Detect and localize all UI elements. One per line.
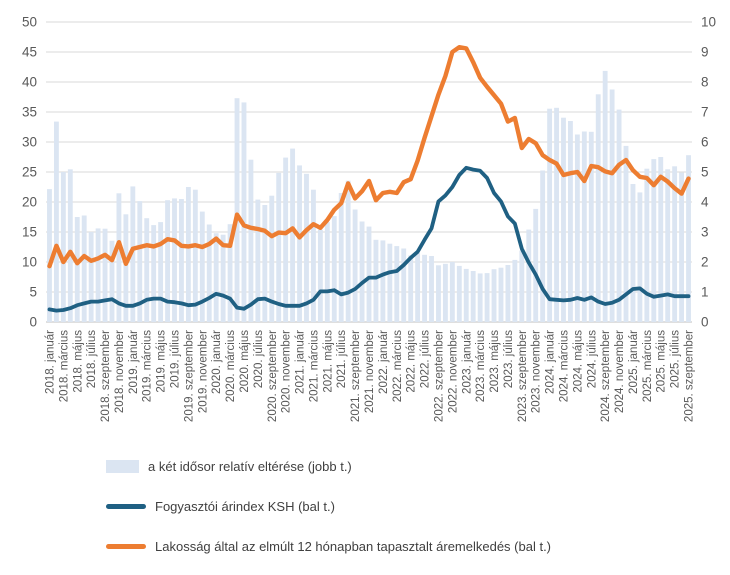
- legend-label-difference: a két idősor relatív eltérése (jobb t.): [148, 458, 352, 474]
- svg-text:2020. május: 2020. május: [239, 330, 251, 393]
- svg-text:40: 40: [22, 75, 37, 90]
- svg-text:2024. május: 2024. május: [572, 330, 584, 393]
- legend-swatch-bar: [106, 459, 139, 473]
- svg-text:2019. július: 2019. július: [170, 330, 182, 388]
- svg-text:0: 0: [701, 315, 709, 330]
- svg-text:2018. július: 2018. július: [86, 330, 98, 388]
- legend-item-perceived: Lakosság által az elmúlt 12 hónapban tap…: [106, 536, 730, 556]
- svg-text:2021. november: 2021. november: [364, 330, 376, 413]
- legend-label-ksh: Fogyasztói árindex KSH (bal t.): [155, 498, 335, 514]
- svg-text:0: 0: [29, 315, 37, 330]
- svg-text:2023. január: 2023. január: [461, 330, 473, 394]
- svg-text:2020. március: 2020. március: [225, 330, 237, 402]
- svg-text:2021. május: 2021. május: [322, 330, 334, 393]
- svg-text:8: 8: [701, 75, 709, 90]
- svg-text:2022. szeptember: 2022. szeptember: [433, 330, 445, 422]
- svg-text:2023. július: 2023. július: [503, 330, 515, 388]
- svg-text:15: 15: [22, 225, 37, 240]
- svg-text:2019. január: 2019. január: [128, 330, 140, 394]
- svg-text:7: 7: [701, 105, 709, 120]
- svg-text:2024. július: 2024. július: [586, 330, 598, 388]
- svg-text:2024. november: 2024. november: [614, 330, 626, 413]
- svg-text:2018. január: 2018. január: [44, 330, 56, 394]
- legend-label-perceived: Lakosság által az elmúlt 12 hónapban tap…: [155, 538, 552, 554]
- svg-text:2025. július: 2025. július: [670, 330, 682, 388]
- svg-text:2018. november: 2018. november: [114, 330, 126, 413]
- svg-text:2024. január: 2024. január: [545, 330, 557, 394]
- svg-text:3: 3: [701, 225, 709, 240]
- svg-text:2019. november: 2019. november: [197, 330, 209, 413]
- svg-text:2020. szeptember: 2020. szeptember: [267, 330, 279, 422]
- svg-text:5: 5: [29, 285, 37, 300]
- svg-text:2025. március: 2025. március: [642, 330, 654, 402]
- svg-text:9: 9: [701, 45, 709, 60]
- svg-text:10: 10: [22, 255, 37, 270]
- svg-text:2018. május: 2018. május: [72, 330, 84, 393]
- legend-swatch-perceived-line: [106, 543, 146, 549]
- svg-text:2021. március: 2021. március: [308, 330, 320, 402]
- svg-text:2018. szeptember: 2018. szeptember: [100, 330, 112, 422]
- svg-text:1: 1: [701, 285, 709, 300]
- svg-text:2020. július: 2020. július: [253, 330, 265, 388]
- svg-text:30: 30: [22, 135, 37, 150]
- legend-item-ksh: Fogyasztói árindex KSH (bal t.): [106, 496, 730, 516]
- svg-text:2022. november: 2022. november: [447, 330, 459, 413]
- svg-text:2023. május: 2023. május: [489, 330, 501, 393]
- svg-text:2025. szeptember: 2025. szeptember: [684, 330, 696, 422]
- svg-text:2023. szeptember: 2023. szeptember: [517, 330, 529, 422]
- svg-text:2023. március: 2023. március: [475, 330, 487, 402]
- svg-text:5: 5: [701, 165, 709, 180]
- svg-text:6: 6: [701, 135, 709, 150]
- svg-text:2020. január: 2020. január: [211, 330, 223, 394]
- svg-text:20: 20: [22, 195, 37, 210]
- svg-text:2022. január: 2022. január: [378, 330, 390, 394]
- svg-text:25: 25: [22, 165, 37, 180]
- svg-text:2025. május: 2025. május: [656, 330, 668, 393]
- svg-text:2022. július: 2022. július: [420, 330, 432, 388]
- svg-text:4: 4: [701, 195, 709, 210]
- svg-text:2021. július: 2021. július: [336, 330, 348, 388]
- svg-text:2019. május: 2019. május: [156, 330, 168, 393]
- svg-text:2019. szeptember: 2019. szeptember: [183, 330, 195, 422]
- svg-text:2018. március: 2018. március: [58, 330, 70, 402]
- legend-swatch-ksh-line: [106, 503, 146, 509]
- chart-legend: a két idősor relatív eltérése (jobb t.) …: [0, 456, 730, 556]
- svg-text:2022. március: 2022. március: [392, 330, 404, 402]
- svg-text:2021. január: 2021. január: [295, 330, 307, 394]
- svg-text:2025. január: 2025. január: [628, 330, 640, 394]
- legend-item-difference: a két idősor relatív eltérése (jobb t.): [106, 456, 730, 476]
- svg-text:2024. szeptember: 2024. szeptember: [600, 330, 612, 422]
- svg-text:2: 2: [701, 255, 709, 270]
- svg-text:2021. szeptember: 2021. szeptember: [350, 330, 362, 422]
- svg-text:2022. május: 2022. május: [406, 330, 418, 393]
- svg-text:2019. március: 2019. március: [142, 330, 154, 402]
- svg-text:10: 10: [701, 15, 716, 30]
- svg-text:2020. november: 2020. november: [281, 330, 293, 413]
- svg-text:2023. november: 2023. november: [531, 330, 543, 413]
- svg-text:35: 35: [22, 105, 37, 120]
- svg-text:50: 50: [22, 15, 37, 30]
- svg-text:2024. március: 2024. március: [558, 330, 570, 402]
- svg-text:45: 45: [22, 45, 37, 60]
